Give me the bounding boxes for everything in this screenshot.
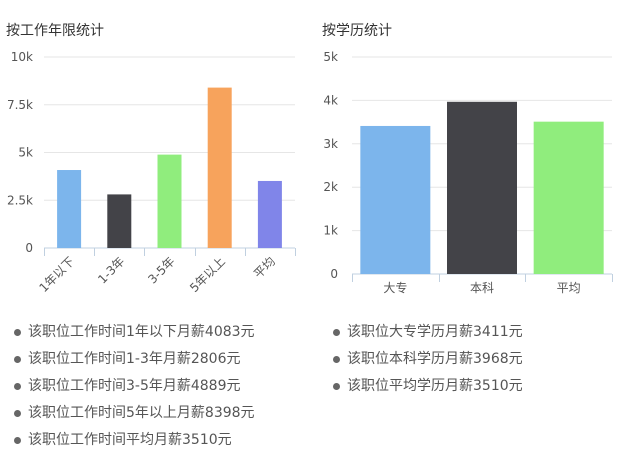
bullet-icon [14, 329, 21, 336]
years-y-tick-label: 5k [18, 146, 33, 160]
education-salary-list: 该职位大专学历月薪3411元 该职位本科学历月薪3968元 该职位平均学历月薪3… [333, 322, 523, 403]
list-item: 该职位工作时间3-5年月薪4889元 [14, 376, 255, 403]
stat-text: 该职位工作时间3-5年月薪4889元 [28, 378, 241, 394]
edu-x-tick-label: 本科 [470, 281, 494, 295]
edu-y-tick-label: 4k [323, 93, 338, 107]
stat-text: 该职位大专学历月薪3411元 [347, 324, 523, 340]
stat-text: 该职位工作时间平均月薪3510元 [28, 432, 232, 448]
years-x-tick-label: 3-5年 [145, 254, 177, 286]
bullet-icon [14, 410, 21, 417]
bullet-icon [333, 383, 340, 390]
chart-title-education: 按学历统计 [322, 23, 392, 39]
years-y-tick-label: 0 [25, 241, 33, 255]
list-item: 该职位工作时间1年以下月薪4083元 [14, 322, 255, 349]
stat-text: 该职位平均学历月薪3510元 [347, 378, 523, 394]
edu-y-tick-label: 0 [330, 267, 338, 281]
bullet-icon [333, 356, 340, 363]
list-item: 该职位本科学历月薪3968元 [333, 349, 523, 376]
years-x-tick-label: 1-3年 [95, 254, 127, 286]
edu-bar-2 [447, 101, 517, 274]
years-bar-2 [107, 194, 132, 248]
bullet-icon [14, 383, 21, 390]
edu-y-tick-label: 2k [323, 180, 338, 194]
years-x-tick-label: 5年以上 [187, 254, 228, 295]
list-item: 该职位工作时间5年以上月薪8398元 [14, 403, 255, 430]
edu-y-tick-label: 5k [323, 50, 338, 64]
years-bar-3 [157, 154, 182, 248]
list-item: 该职位工作时间平均月薪3510元 [14, 430, 255, 457]
bullet-icon [14, 437, 21, 444]
years-y-tick-label: 2.5k [7, 193, 33, 207]
years-x-tick-label: 平均 [251, 254, 278, 281]
stat-text: 该职位工作时间1-3年月薪2806元 [28, 351, 241, 367]
list-item: 该职位大专学历月薪3411元 [333, 322, 523, 349]
edu-bar-1 [360, 125, 431, 274]
edu-y-tick-label: 3k [323, 137, 338, 151]
years-bar-5 [257, 180, 282, 248]
years-y-tick-label: 7.5k [7, 98, 33, 112]
list-item: 该职位工作时间1-3年月薪2806元 [14, 349, 255, 376]
years-bar-4 [207, 87, 232, 248]
stat-text: 该职位工作时间1年以下月薪4083元 [28, 324, 255, 340]
years-x-tick-label: 1年以下 [36, 254, 77, 295]
bullet-icon [14, 356, 21, 363]
chart-title-work-years: 按工作年限统计 [6, 23, 104, 39]
list-item: 该职位平均学历月薪3510元 [333, 376, 523, 403]
years-y-tick-label: 10k [11, 50, 33, 64]
edu-x-tick-label: 大专 [383, 280, 407, 295]
stat-text: 该职位工作时间5年以上月薪8398元 [28, 405, 255, 421]
edu-y-tick-label: 1k [323, 224, 338, 238]
bullet-icon [333, 329, 340, 336]
edu-bar-3 [533, 121, 604, 274]
stat-text: 该职位本科学历月薪3968元 [347, 351, 523, 367]
work-years-salary-list: 该职位工作时间1年以下月薪4083元 该职位工作时间1-3年月薪2806元 该职… [14, 322, 255, 457]
years-bar-1 [57, 170, 82, 248]
edu-x-tick-label: 平均 [557, 281, 581, 295]
